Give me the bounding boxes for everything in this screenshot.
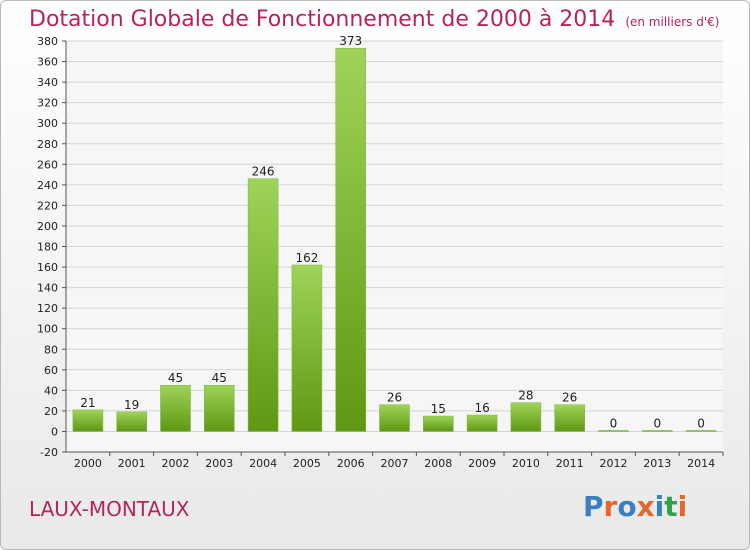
logo-letter: x bbox=[636, 490, 655, 523]
bar-2002 bbox=[160, 384, 191, 432]
gridlines bbox=[66, 40, 723, 453]
x-tick-label-2006: 2006 bbox=[337, 457, 365, 470]
value-label-2012: 0 bbox=[610, 416, 618, 430]
value-label-2001: 19 bbox=[124, 398, 139, 412]
bar-2011 bbox=[554, 404, 585, 432]
x-tick-label-2003: 2003 bbox=[205, 457, 233, 470]
y-tick-label: 160 bbox=[37, 261, 58, 274]
x-tick-label-2008: 2008 bbox=[424, 457, 452, 470]
x-tick-label-2007: 2007 bbox=[381, 457, 409, 470]
axes: 3803603403203002802602402202001801601401… bbox=[37, 35, 724, 470]
x-tick-label-2010: 2010 bbox=[512, 457, 540, 470]
value-label-2000: 21 bbox=[80, 396, 95, 410]
y-tick-label: 60 bbox=[44, 364, 58, 377]
chart-title-text: Dotation Globale de Fonctionnement de 20… bbox=[29, 7, 616, 32]
chart-title: Dotation Globale de Fonctionnement de 20… bbox=[29, 7, 719, 32]
bar-2007 bbox=[379, 404, 410, 432]
y-tick-label: 300 bbox=[37, 117, 58, 130]
x-tick-label-2002: 2002 bbox=[162, 457, 190, 470]
x-tick-label-2004: 2004 bbox=[249, 457, 277, 470]
bar-2010 bbox=[510, 402, 542, 432]
bar-2000 bbox=[72, 409, 104, 432]
value-label-2013: 0 bbox=[653, 416, 661, 430]
y-tick-label: 140 bbox=[37, 282, 58, 295]
value-label-2006: 373 bbox=[339, 34, 362, 48]
value-label-2010: 28 bbox=[518, 389, 533, 403]
x-tick-label-2012: 2012 bbox=[600, 457, 628, 470]
value-label-2004: 246 bbox=[252, 165, 275, 179]
value-label-2007: 26 bbox=[387, 391, 402, 405]
y-tick-label: 100 bbox=[37, 323, 58, 336]
y-tick-label: 360 bbox=[37, 56, 58, 69]
x-tick-label-2009: 2009 bbox=[468, 457, 496, 470]
bar-2008 bbox=[423, 415, 454, 432]
y-tick-label: 240 bbox=[37, 179, 58, 192]
y-tick-label: -20 bbox=[40, 446, 58, 459]
bar-2005 bbox=[291, 264, 323, 432]
chart-subtitle: (en milliers d'€) bbox=[625, 15, 720, 29]
value-label-2008: 15 bbox=[431, 402, 446, 416]
x-tick-label-2014: 2014 bbox=[687, 457, 715, 470]
x-tick-label-2013: 2013 bbox=[643, 457, 671, 470]
y-tick-label: 80 bbox=[44, 343, 58, 356]
commune-name: LAUX-MONTAUX bbox=[29, 497, 190, 521]
value-label-2009: 16 bbox=[474, 401, 489, 415]
value-label-2014: 0 bbox=[697, 416, 705, 430]
bar-2003 bbox=[204, 384, 235, 432]
value-label-2002: 45 bbox=[168, 371, 183, 385]
x-tick-label-2005: 2005 bbox=[293, 457, 321, 470]
y-tick-label: 340 bbox=[37, 76, 58, 89]
y-tick-label: 220 bbox=[37, 199, 58, 212]
y-tick-label: 120 bbox=[37, 302, 58, 315]
bar-2014 bbox=[685, 430, 717, 432]
logo-letter: o bbox=[617, 490, 637, 523]
logo-letter: i bbox=[654, 490, 665, 523]
bar-2006 bbox=[335, 47, 366, 432]
bars: 21 19 45 45 246 162 373 26 15 16 28 26 0 0 0 bbox=[72, 34, 717, 432]
bar-2001 bbox=[116, 411, 147, 432]
y-tick-label: 40 bbox=[44, 384, 58, 397]
bar-2013 bbox=[642, 430, 673, 432]
y-tick-label: 0 bbox=[51, 425, 58, 438]
logo-letter: P bbox=[583, 490, 604, 523]
y-tick-label: 380 bbox=[37, 35, 58, 48]
value-label-2003: 45 bbox=[212, 371, 227, 385]
value-label-2005: 162 bbox=[295, 251, 318, 265]
y-tick-label: 180 bbox=[37, 241, 58, 254]
logo-letter: t bbox=[664, 490, 678, 523]
y-tick-label: 320 bbox=[37, 97, 58, 110]
y-tick-label: 200 bbox=[37, 220, 58, 233]
y-tick-label: 20 bbox=[44, 405, 58, 418]
y-tick-label: 280 bbox=[37, 138, 58, 151]
x-tick-label-2001: 2001 bbox=[118, 457, 146, 470]
value-label-2011: 26 bbox=[562, 391, 577, 405]
bar-2009 bbox=[466, 414, 498, 432]
logo-letter: r bbox=[603, 490, 618, 523]
logo-letter: i bbox=[677, 490, 688, 523]
bar-2012 bbox=[598, 430, 629, 432]
proxiti-logo: Proxiti bbox=[583, 490, 687, 523]
bar-2004 bbox=[247, 178, 279, 432]
x-tick-label-2000: 2000 bbox=[74, 457, 102, 470]
y-tick-label: 260 bbox=[37, 158, 58, 171]
x-tick-label-2011: 2011 bbox=[556, 457, 584, 470]
